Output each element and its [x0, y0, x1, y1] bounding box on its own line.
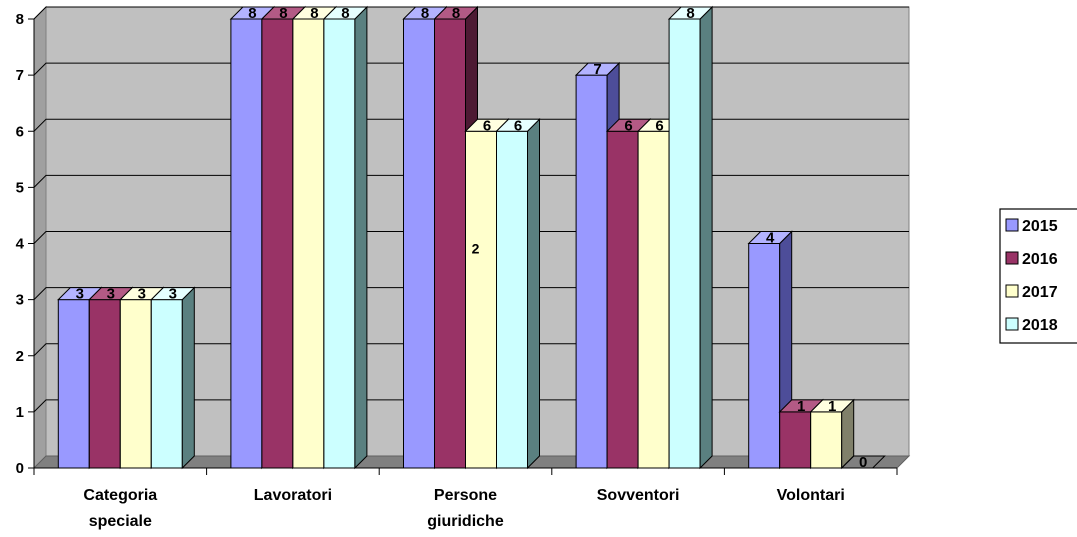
data-label: 4 [766, 230, 775, 247]
data-label: 6 [624, 117, 632, 134]
legend-label: 2016 [1022, 251, 1058, 268]
x-category-label: giuridiche [427, 513, 504, 530]
y-tick-label: 5 [16, 179, 24, 196]
bar [323, 18, 356, 469]
bar-top [433, 6, 479, 20]
legend: 2015 2016 2017 2018 [999, 208, 1077, 344]
bar-side [699, 5, 713, 470]
gridline [33, 62, 909, 76]
legend-swatch [1005, 284, 1019, 298]
y-tick-label: 4 [16, 236, 25, 253]
data-label: 8 [310, 5, 318, 22]
bar [230, 18, 263, 469]
legend-label: 2017 [1022, 284, 1058, 301]
legend-label: 2018 [1022, 317, 1058, 334]
bar-top [322, 6, 369, 20]
bar [810, 411, 843, 469]
bar-side [181, 286, 195, 470]
bars [57, 5, 886, 470]
bar [434, 18, 466, 469]
bar-side [354, 5, 368, 470]
x-category-label: Persone [434, 487, 497, 504]
bar [292, 18, 325, 469]
data-label: 8 [686, 5, 694, 22]
bar [748, 243, 781, 469]
bar [261, 18, 294, 469]
bar [496, 130, 528, 469]
data-label: 8 [341, 5, 349, 22]
bar [637, 130, 670, 469]
data-label: 6 [514, 117, 522, 134]
legend-swatch [1005, 251, 1019, 265]
annotation-label: 2 [472, 241, 480, 257]
bar-top [574, 62, 621, 76]
x-category-label: Volontari [777, 487, 845, 504]
x-category-label: Sovventori [597, 487, 680, 504]
data-label: 8 [421, 5, 429, 22]
bar [150, 299, 183, 469]
data-label: 3 [107, 286, 115, 303]
x-category-label: Lavoratori [254, 487, 332, 504]
data-label: 1 [797, 398, 805, 415]
bar-top [495, 118, 541, 132]
data-label: 8 [452, 5, 460, 22]
data-label: 6 [655, 117, 663, 134]
bar [668, 18, 701, 469]
data-label: 7 [593, 61, 601, 78]
y-tick-label: 3 [16, 292, 24, 309]
bar [606, 130, 639, 469]
data-label: 6 [483, 117, 491, 134]
bar [465, 130, 497, 469]
bar-side [527, 118, 540, 470]
x-category-label: Categoria [83, 487, 157, 504]
y-tick-label: 8 [16, 11, 24, 28]
data-labels: 3 3 3 3 8 8 8 8 8 8 6 6 7 6 6 8 4 1 1 0 2 [76, 5, 868, 471]
gridline [33, 6, 909, 20]
bar-top [150, 287, 196, 301]
legend-label: 2015 [1022, 218, 1058, 235]
bar [57, 299, 90, 469]
bar [779, 411, 812, 469]
bar-top [667, 6, 714, 20]
bar-top [809, 399, 855, 413]
data-label: 0 [859, 454, 867, 471]
data-label: 8 [248, 5, 256, 22]
bar-top [840, 455, 886, 469]
bar [403, 18, 435, 469]
data-label: 3 [138, 286, 146, 303]
data-label: 1 [828, 398, 836, 415]
legend-swatch [1005, 317, 1019, 331]
y-tick-label: 6 [16, 123, 24, 140]
x-category-label: speciale [89, 513, 152, 530]
bar [119, 299, 152, 469]
y-tick-label: 2 [16, 348, 24, 365]
bar [575, 74, 608, 469]
data-label: 3 [169, 286, 177, 303]
y-tick-label: 1 [16, 404, 24, 421]
data-label: 3 [76, 286, 84, 303]
y-tick-label: 0 [16, 460, 24, 477]
legend-swatch [1005, 218, 1019, 232]
data-label: 8 [279, 5, 287, 22]
bar-top [747, 231, 793, 244]
y-tick-label: 7 [16, 67, 24, 84]
bar [88, 299, 121, 469]
